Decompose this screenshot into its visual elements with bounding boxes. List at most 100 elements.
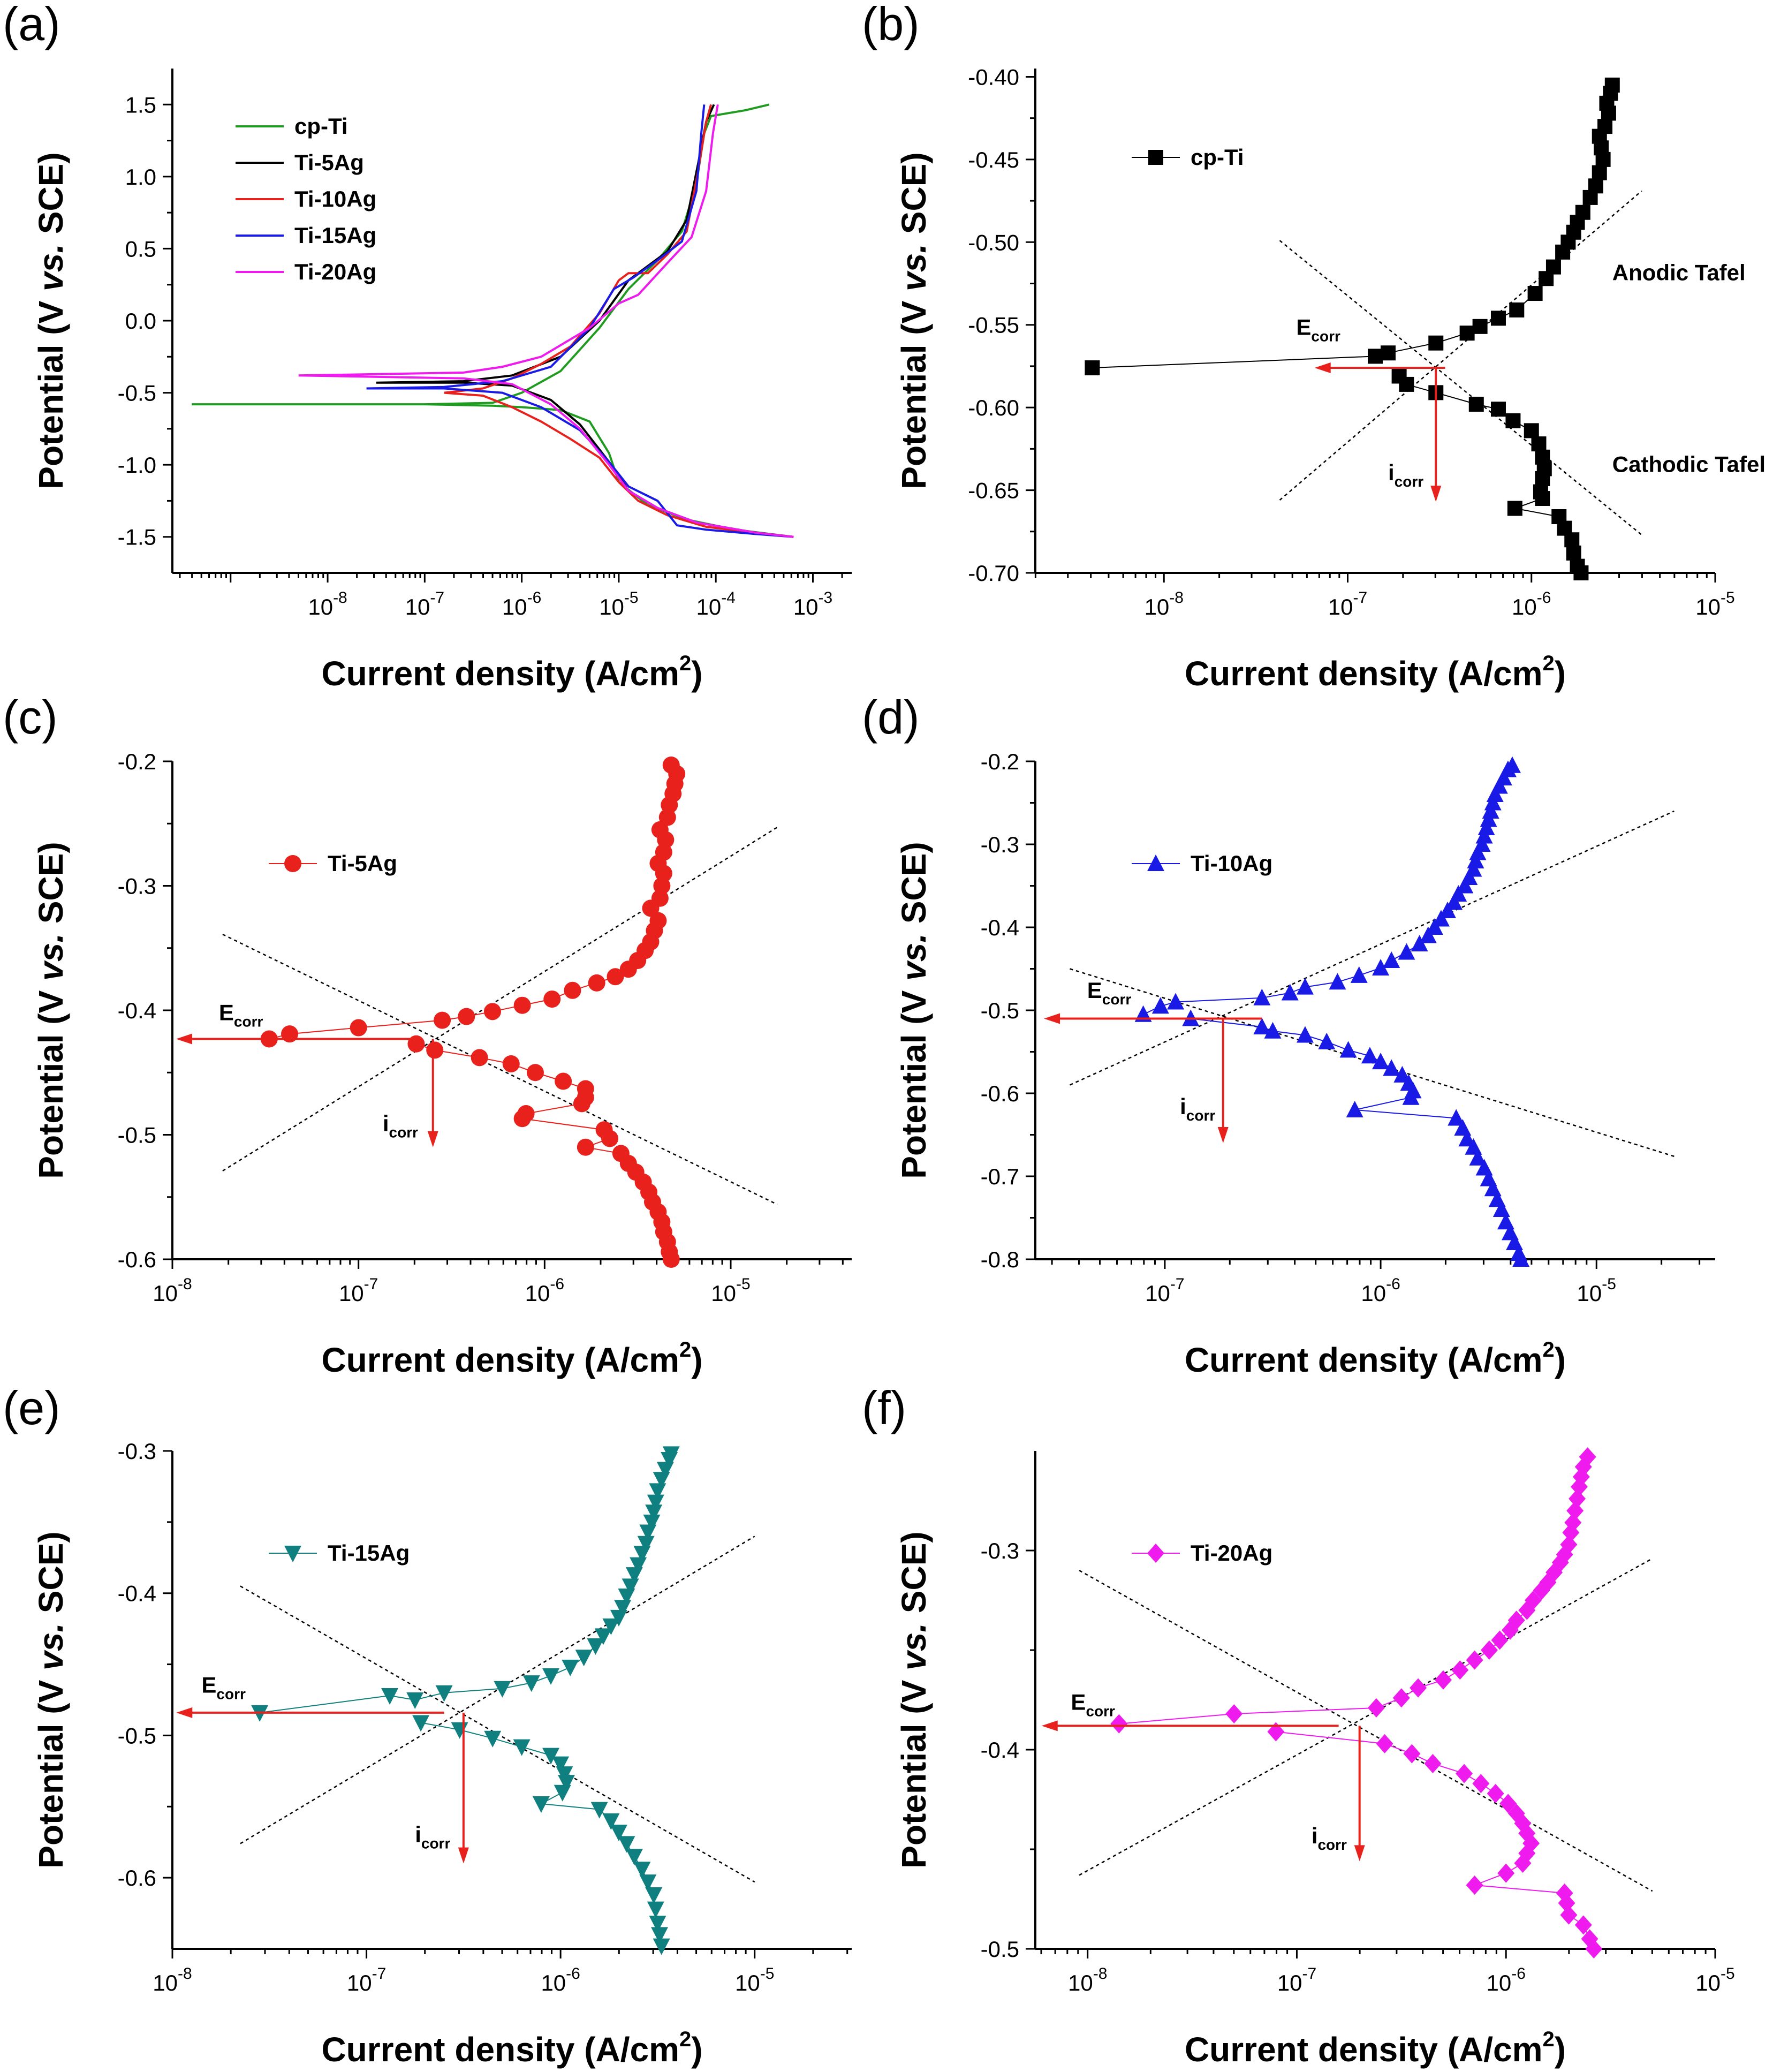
tafel-line <box>1079 1557 1653 1876</box>
y-tick-label: -0.3 <box>981 1538 1019 1563</box>
data-point <box>618 1836 635 1853</box>
data-point <box>1329 973 1346 990</box>
data-point <box>554 1784 571 1802</box>
data-point <box>1383 1059 1400 1076</box>
data-point <box>637 1536 655 1553</box>
data-point <box>645 1504 663 1522</box>
data-point <box>1110 1714 1128 1734</box>
data-point <box>1456 1764 1473 1783</box>
y-tick-label: -0.60 <box>968 395 1019 420</box>
ecorr-label: Ecorr <box>201 1673 246 1703</box>
icorr-label: icorr <box>383 1111 418 1141</box>
data-point <box>1339 1041 1357 1058</box>
ecorr-label: Ecorr <box>1087 978 1132 1008</box>
data-point <box>662 1251 680 1268</box>
y-tick-label: -0.8 <box>981 1247 1019 1272</box>
data-point <box>434 1011 451 1029</box>
data-point <box>1525 1591 1542 1610</box>
data-point <box>1588 178 1603 194</box>
data-point <box>1253 1018 1271 1034</box>
data-point <box>1505 413 1521 428</box>
data-point <box>526 1064 544 1082</box>
series-line-Ti-15Ag <box>366 104 794 538</box>
y-tick-label: -0.2 <box>118 749 156 774</box>
data-point <box>647 1494 664 1511</box>
data-point <box>502 1055 520 1072</box>
legend-label: Ti-10Ag <box>1191 851 1272 876</box>
y-tick-label: 1.0 <box>125 164 156 190</box>
y-axis-title: Potential (V vs. SCE) <box>895 1531 933 1868</box>
panel-letter: (b) <box>862 0 920 50</box>
x-tick-label: 10-7 <box>405 589 444 619</box>
tafel-line <box>222 827 778 1171</box>
data-point <box>513 1739 531 1756</box>
y-axis-title: Potential (V vs. SCE) <box>32 842 70 1178</box>
data-point <box>1560 1905 1578 1925</box>
panel-letter: (e) <box>3 1381 60 1434</box>
x-tick-label: 10-5 <box>735 1965 774 1995</box>
data-point <box>513 996 531 1014</box>
legend-label: Ti-10Ag <box>294 186 376 211</box>
y-axis-title: Potential (V vs. SCE) <box>895 152 933 489</box>
data-point <box>1527 286 1543 301</box>
x-tick-label: 10-7 <box>1277 1965 1316 1995</box>
y-tick-label: -0.2 <box>981 749 1019 774</box>
x-axis-title: Current density (A/cm2) <box>1185 652 1566 693</box>
legend-marker <box>1147 1544 1164 1563</box>
legend-label: Ti-15Ag <box>294 223 376 248</box>
data-point <box>1597 119 1613 134</box>
data-point <box>633 1862 651 1879</box>
series-line-Ti-20Ag <box>1119 1456 1595 1949</box>
data-point <box>1281 984 1299 1001</box>
data-point <box>575 1650 593 1667</box>
ecorr-label: Ecorr <box>219 1000 263 1030</box>
x-tick-label: 10-7 <box>339 1275 378 1306</box>
x-tick-label: 10-6 <box>502 589 541 619</box>
data-point <box>662 1446 680 1463</box>
data-point <box>1458 1130 1476 1147</box>
data-point <box>1604 77 1620 93</box>
data-point <box>1410 1678 1427 1698</box>
data-point <box>1512 1250 1530 1267</box>
y-tick-label: -0.4 <box>981 1737 1019 1763</box>
data-point <box>1490 402 1506 417</box>
data-point <box>573 1095 590 1113</box>
y-tick-label: -0.55 <box>968 313 1019 338</box>
panel-b: (b) 10-8 10-7 10-6 10-5 -0.70 -0.65 -0.60 -0.55 -… <box>862 0 1766 693</box>
panel-d: (d) 10-7 10-6 10-5 -0.8 -0.7 -0.6 -0.5 -0.4 -0.3 -… <box>862 691 1715 1379</box>
data-point <box>602 1813 620 1830</box>
y-tick-label: -0.6 <box>118 1247 156 1272</box>
data-point <box>1372 1053 1390 1070</box>
data-point <box>1507 501 1522 516</box>
data-point <box>602 1618 620 1635</box>
data-point <box>458 1008 475 1025</box>
data-point <box>1361 1047 1378 1064</box>
icorr-arrow-head <box>427 1131 438 1147</box>
y-tick-label: -0.3 <box>981 832 1019 857</box>
y-tick-label: 0.5 <box>125 236 156 261</box>
y-tick-label: -0.70 <box>968 561 1019 586</box>
series-line-Ti-10Ag <box>1143 765 1522 1260</box>
x-axis-title: Current density (A/cm2) <box>1185 2028 1566 2069</box>
x-axis-title: Current density (A/cm2) <box>321 1338 702 1379</box>
data-point <box>1451 1660 1469 1680</box>
icorr-label: icorr <box>415 1822 450 1852</box>
legend-label: Ti-5Ag <box>328 851 397 876</box>
data-point <box>1368 349 1383 364</box>
x-axis-title: Current density (A/cm2) <box>321 652 702 693</box>
data-point <box>1535 491 1550 506</box>
data-point <box>610 1825 627 1842</box>
data-point <box>1253 988 1271 1005</box>
data-point <box>1392 1688 1410 1708</box>
legend-label: cp-Ti <box>1191 145 1244 170</box>
data-point <box>513 1110 531 1128</box>
legend-marker <box>1148 150 1163 165</box>
x-tick-label: 10-5 <box>711 1275 750 1306</box>
x-tick-label: 10-3 <box>793 589 832 619</box>
data-point <box>1504 756 1521 773</box>
panel-f: (f) 10-8 10-7 10-6 10-5 -0.5 -0.4 -0.3 Current d… <box>862 1381 1735 2069</box>
data-point <box>494 1681 511 1698</box>
y-tick-label: -0.65 <box>968 478 1019 503</box>
tafel-line <box>1279 240 1642 535</box>
